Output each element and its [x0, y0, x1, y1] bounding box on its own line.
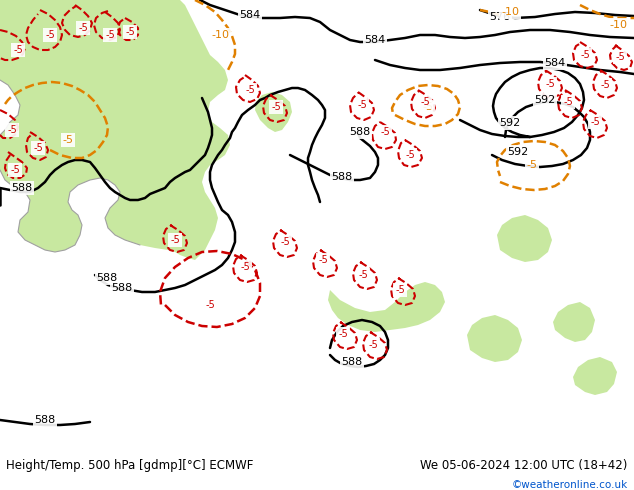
- Polygon shape: [553, 302, 595, 342]
- Text: -5: -5: [245, 85, 255, 95]
- Text: 588: 588: [96, 273, 118, 283]
- Text: 588: 588: [11, 183, 32, 193]
- Text: -5: -5: [280, 237, 290, 247]
- Text: -5: -5: [405, 150, 415, 160]
- Polygon shape: [497, 215, 552, 262]
- Text: 592: 592: [507, 147, 529, 157]
- Polygon shape: [573, 357, 617, 395]
- Text: -5: -5: [63, 135, 74, 145]
- Text: -5: -5: [7, 125, 17, 135]
- Text: 592: 592: [534, 95, 555, 105]
- Text: 588: 588: [112, 283, 133, 293]
- Text: 588: 588: [341, 357, 363, 367]
- Text: -5: -5: [422, 102, 434, 112]
- Text: -5: -5: [33, 143, 43, 153]
- Text: -5: -5: [420, 97, 430, 107]
- Text: Height/Temp. 500 hPa [gdmp][°C] ECMWF: Height/Temp. 500 hPa [gdmp][°C] ECMWF: [6, 459, 254, 472]
- Text: -5: -5: [170, 235, 180, 245]
- Text: 576: 576: [489, 12, 510, 22]
- Text: 584: 584: [365, 35, 385, 45]
- Text: 588: 588: [332, 172, 353, 182]
- Text: 584: 584: [240, 10, 261, 20]
- Text: -5: -5: [358, 270, 368, 280]
- Polygon shape: [328, 282, 445, 332]
- Text: -5: -5: [590, 117, 600, 127]
- Text: -5: -5: [45, 30, 55, 40]
- Polygon shape: [467, 315, 522, 362]
- Text: -5: -5: [271, 102, 281, 112]
- Polygon shape: [255, 92, 292, 132]
- Text: -5: -5: [125, 27, 135, 37]
- Text: -5: -5: [318, 255, 328, 265]
- Text: 588: 588: [349, 127, 371, 137]
- Text: -10: -10: [609, 20, 627, 30]
- Text: -5: -5: [78, 23, 88, 33]
- Text: -5: -5: [526, 160, 538, 170]
- Text: -5: -5: [615, 52, 625, 62]
- Text: -5: -5: [240, 262, 250, 272]
- Text: ©weatheronline.co.uk: ©weatheronline.co.uk: [512, 480, 628, 490]
- Polygon shape: [0, 0, 230, 260]
- Text: -5: -5: [10, 165, 20, 175]
- Text: -5: -5: [395, 285, 405, 295]
- Text: 584: 584: [545, 58, 566, 68]
- Text: -10: -10: [211, 30, 229, 40]
- Text: -5: -5: [357, 100, 367, 110]
- Text: -5: -5: [368, 340, 378, 350]
- Text: -5: -5: [13, 45, 23, 55]
- Text: 592: 592: [500, 118, 521, 128]
- Text: -5: -5: [563, 97, 573, 107]
- Text: -5: -5: [545, 79, 555, 89]
- Text: -5: -5: [338, 329, 348, 339]
- Text: -10: -10: [501, 7, 519, 17]
- Text: -5: -5: [380, 127, 390, 137]
- Text: -5: -5: [105, 30, 115, 40]
- Text: -5: -5: [205, 300, 215, 310]
- Text: -5: -5: [580, 50, 590, 60]
- Text: -5: -5: [600, 80, 610, 90]
- Text: We 05-06-2024 12:00 UTC (18+42): We 05-06-2024 12:00 UTC (18+42): [420, 459, 628, 472]
- Text: 588: 588: [34, 415, 56, 425]
